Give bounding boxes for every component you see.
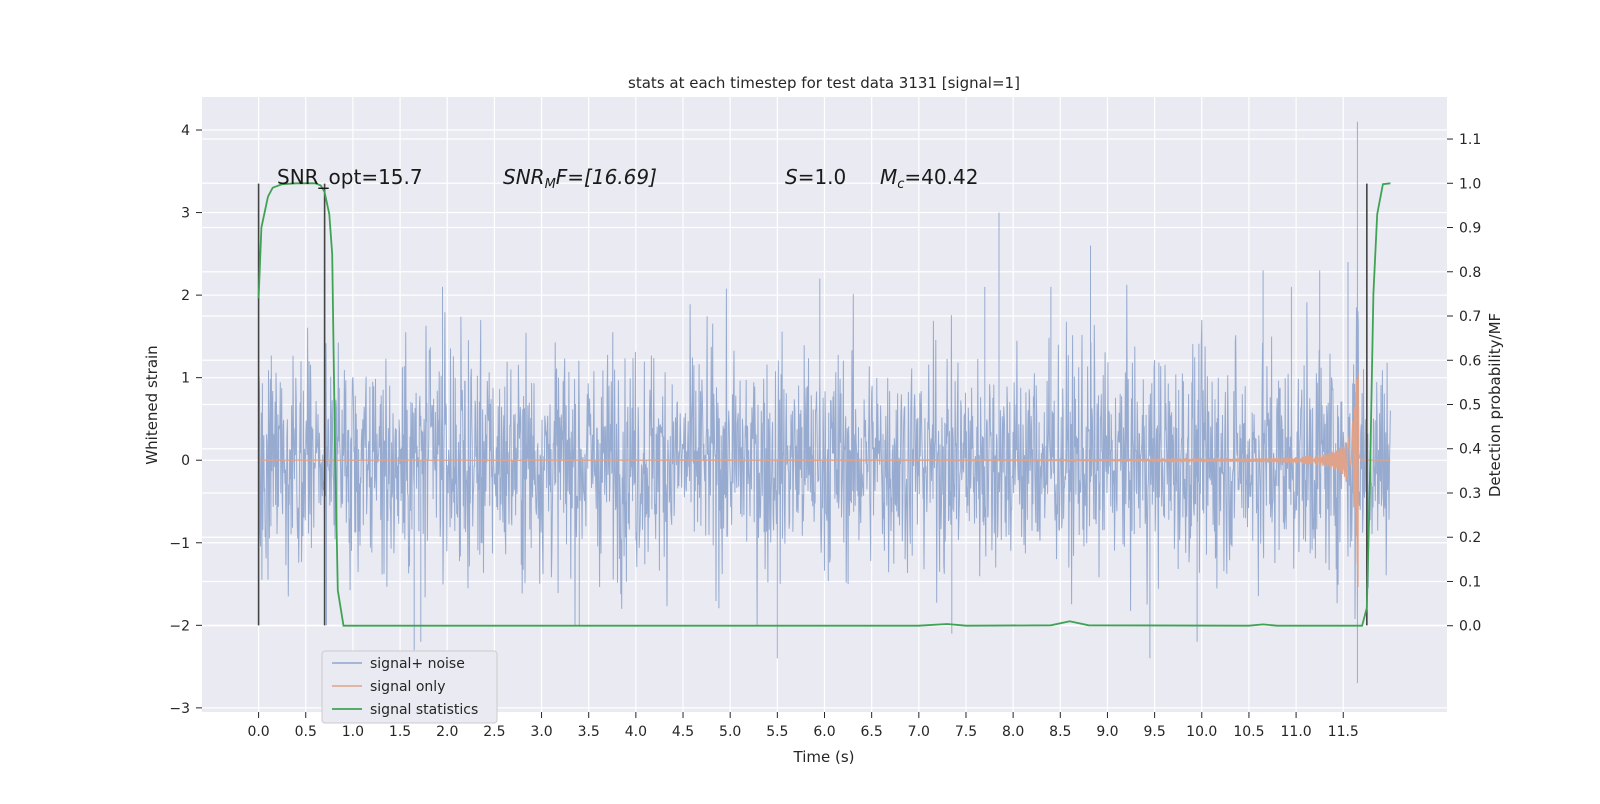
y2-tick-label: 1.1 [1459,132,1481,148]
y-tick-label: −2 [169,618,190,634]
y2-tick-label: 0.2 [1459,530,1481,546]
x-tick-label: 7.0 [908,724,930,740]
annotation-s: S=1.0 [785,165,846,189]
x-tick-label: 11.0 [1281,724,1312,740]
annotation-snr-opt: SNR_opt=15.7 [277,165,423,189]
x-axis: 0.0 0.5 1.0 1.5 2.0 2.5 3.0 3.5 4.0 4.5 5.0 5.5 6.0 6… [247,712,1359,740]
legend: signal+ noise signal only signal statist… [321,650,498,724]
y2-tick-label: 0.8 [1459,265,1481,281]
x-tick-label: 9.0 [1096,724,1118,740]
x-tick-label: 2.5 [483,724,505,740]
x-tick-label: 2.0 [436,724,458,740]
x-tick-label: 0.0 [247,724,269,740]
annotation-s-rest: =1.0 [798,165,847,189]
x-tick-label: 1.5 [389,724,411,740]
annotation-mc-sub: c [897,177,904,192]
x-tick-label: 5.5 [766,724,788,740]
chart-title: stats at each timestep for test data 313… [628,74,1020,92]
y-tick-label: 0 [181,453,190,469]
vertical-markers [257,183,1368,626]
x-tick-label: 4.5 [672,724,694,740]
legend-box [321,650,498,724]
y2-tick-label: 0.3 [1459,486,1481,502]
annotation-mc-rest: =40.42 [904,165,978,189]
y-tick-label: −3 [169,701,190,717]
series-layer [257,121,1391,684]
y2-axis-label: Detection probability/MF [1486,313,1504,497]
annotation-snr-mf-rest: F=[16.69] [556,165,657,189]
x-tick-label: 3.0 [530,724,552,740]
y-tick-label: 1 [181,371,190,387]
series-signal-statistics [257,182,1391,627]
legend-label-signal-plus-noise: signal+ noise [370,656,465,672]
x-tick-label: 6.5 [861,724,883,740]
x-tick-label: 1.0 [342,724,364,740]
x-tick-label: 9.5 [1143,724,1165,740]
annotation-snr-mf-sub: M [545,177,556,192]
x-tick-label: 7.5 [955,724,977,740]
y2-tick-label: 1.0 [1459,176,1481,192]
annotation-mc-name: M [880,165,897,189]
y-axis-label: Whitened strain [143,345,161,464]
y-tick-label: 4 [181,123,190,139]
annotation-mc: Mc=40.42 [880,165,978,192]
legend-label-signal-only: signal only [370,679,445,695]
annotation-snr-mf-name: SNR [503,165,545,189]
y2-tick-label: 0.5 [1459,398,1481,414]
y-tick-label: 2 [181,288,190,304]
y2-tick-label: 0.4 [1459,442,1481,458]
x-tick-label: 11.5 [1328,724,1359,740]
y2-tick-label: 0.7 [1459,309,1481,325]
y-tick-label: −1 [169,536,190,552]
y-axis-right: 1.1 1.0 0.9 0.8 0.7 0.6 0.5 0.4 0.3 0.2 0.1 0.0 [1447,132,1481,635]
y2-tick-label: 0.6 [1459,353,1481,369]
y2-tick-label: 0.0 [1459,619,1481,635]
annotation-s-name: S [785,165,798,189]
x-tick-label: 6.0 [813,724,835,740]
legend-label-signal-statistics: signal statistics [370,702,478,718]
x-tick-label: 10.0 [1186,724,1217,740]
x-tick-label: 3.5 [578,724,600,740]
x-tick-label: 10.5 [1233,724,1264,740]
x-tick-label: 0.5 [295,724,317,740]
annotation-snr-mf: SNRMF=[16.69] [503,165,657,192]
x-tick-label: 8.0 [1002,724,1024,740]
x-tick-label: 5.0 [719,724,741,740]
x-tick-label: 8.5 [1049,724,1071,740]
x-tick-label: 4.0 [625,724,647,740]
y-tick-label: 3 [181,206,190,222]
x-axis-label: Time (s) [793,748,855,766]
y-axis-left: 4 3 2 1 0 −1 −2 −3 [169,123,202,717]
y2-tick-label: 0.9 [1459,221,1481,237]
series-signal-only [258,374,1391,588]
y2-tick-label: 0.1 [1459,574,1481,590]
